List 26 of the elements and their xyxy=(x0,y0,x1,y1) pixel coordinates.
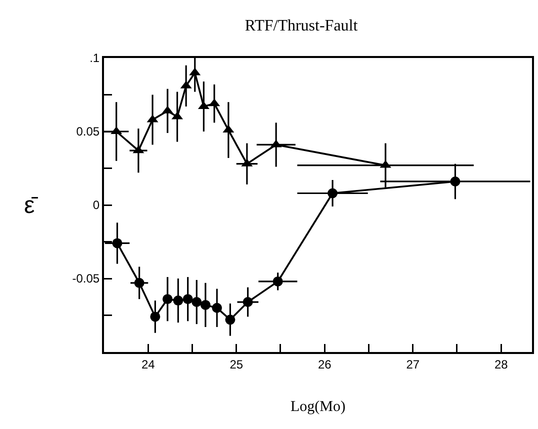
point xyxy=(212,302,222,313)
point xyxy=(328,188,338,198)
x-tick-label: 28 xyxy=(494,357,508,372)
chart-title: RTF/Thrust-Fault xyxy=(244,18,358,35)
point xyxy=(192,297,202,308)
y-tick-label: 0.05 xyxy=(76,124,100,139)
point xyxy=(173,296,184,306)
point xyxy=(272,276,283,286)
x-tick-label: 27 xyxy=(406,357,420,372)
x-tick-label: 24 xyxy=(141,357,156,372)
y-axis-title: ε̄ xyxy=(24,192,39,219)
x-tick-label: 25 xyxy=(230,357,244,372)
y-tick-label: 0 xyxy=(92,198,100,212)
point xyxy=(225,314,236,325)
point xyxy=(112,238,122,248)
y-tick-label: .1 xyxy=(90,51,100,66)
point xyxy=(200,300,210,310)
point xyxy=(242,297,253,308)
x-axis-title: Log(Mo) xyxy=(290,398,346,415)
point xyxy=(150,312,160,322)
x-tick-label: 26 xyxy=(318,357,332,372)
point xyxy=(182,294,193,304)
point xyxy=(134,278,144,288)
y-tick-label: -0.05 xyxy=(72,272,100,286)
point xyxy=(450,176,460,186)
point xyxy=(162,294,173,304)
